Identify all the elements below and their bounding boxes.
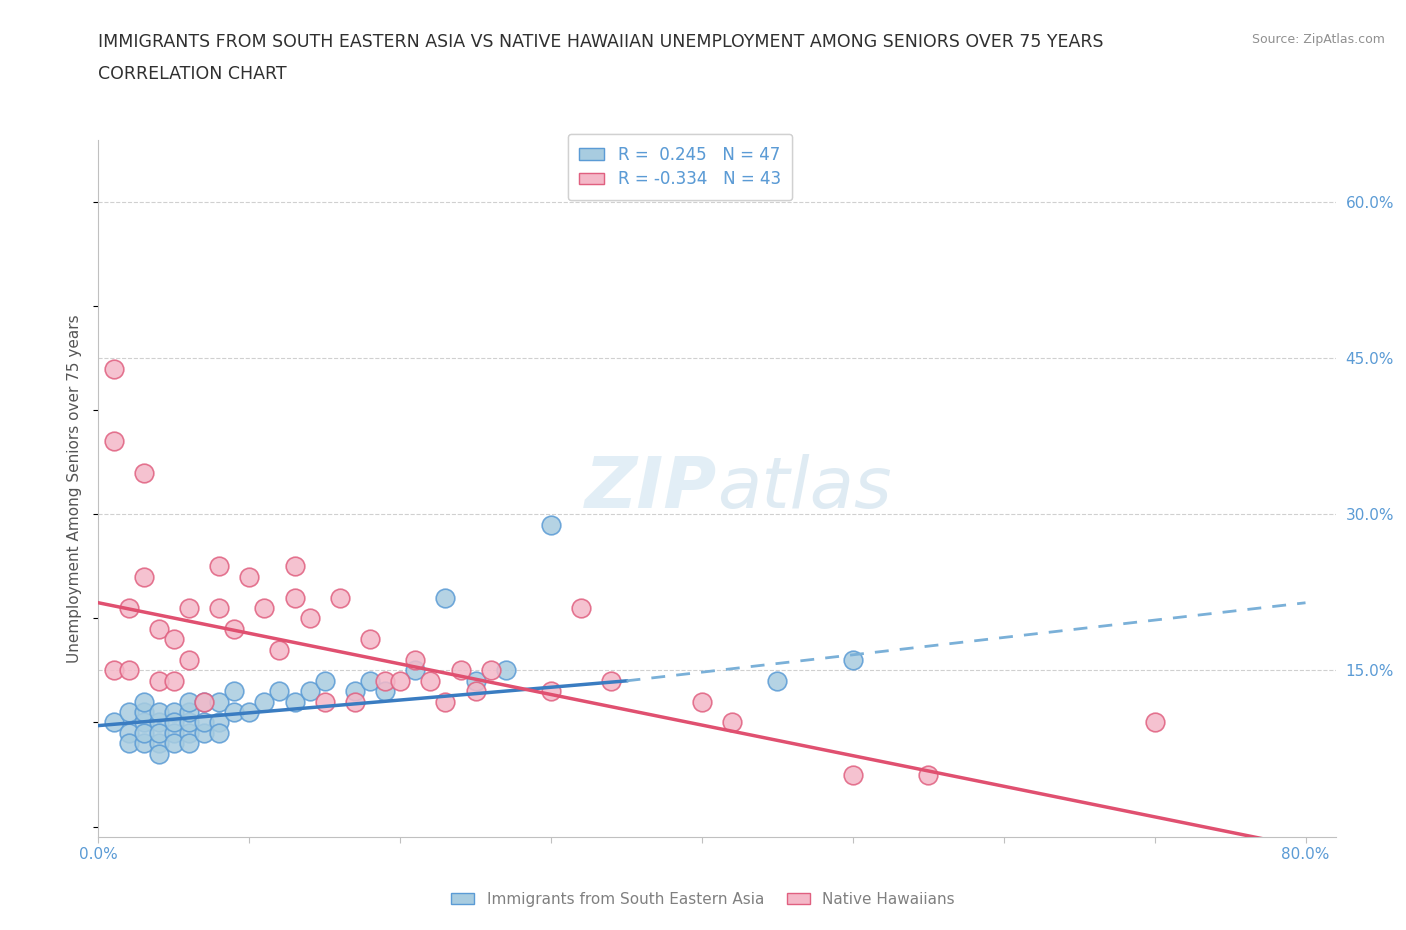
Point	[117, 725, 139, 740]
Point	[450, 663, 472, 678]
Point	[177, 653, 200, 668]
Point	[434, 694, 457, 709]
Point	[132, 705, 155, 720]
Point	[540, 684, 562, 698]
Point	[690, 694, 713, 709]
Point	[238, 569, 260, 584]
Point	[132, 569, 155, 584]
Point	[177, 601, 200, 616]
Text: IMMIGRANTS FROM SOUTH EASTERN ASIA VS NATIVE HAWAIIAN UNEMPLOYMENT AMONG SENIORS: IMMIGRANTS FROM SOUTH EASTERN ASIA VS NA…	[98, 33, 1104, 50]
Point	[224, 684, 246, 698]
Point	[314, 673, 336, 688]
Point	[148, 736, 170, 751]
Text: CORRELATION CHART: CORRELATION CHART	[98, 65, 287, 83]
Point	[163, 705, 186, 720]
Point	[314, 694, 336, 709]
Point	[389, 673, 412, 688]
Point	[298, 684, 321, 698]
Point	[917, 767, 939, 782]
Point	[766, 673, 789, 688]
Point	[148, 746, 170, 761]
Point	[148, 715, 170, 730]
Point	[721, 715, 744, 730]
Point	[148, 621, 170, 636]
Point	[298, 611, 321, 626]
Point	[103, 434, 125, 449]
Legend: R =  0.245   N = 47, R = -0.334   N = 43: R = 0.245 N = 47, R = -0.334 N = 43	[568, 134, 793, 200]
Point	[177, 715, 200, 730]
Point	[148, 705, 170, 720]
Point	[419, 673, 441, 688]
Point	[1143, 715, 1166, 730]
Point	[177, 736, 200, 751]
Point	[103, 715, 125, 730]
Text: atlas: atlas	[717, 454, 891, 523]
Point	[464, 684, 486, 698]
Point	[253, 601, 276, 616]
Point	[163, 715, 186, 730]
Point	[117, 736, 139, 751]
Y-axis label: Unemployment Among Seniors over 75 years: Unemployment Among Seniors over 75 years	[67, 314, 83, 662]
Point	[343, 684, 366, 698]
Point	[374, 673, 396, 688]
Point	[404, 663, 426, 678]
Point	[359, 631, 381, 646]
Point	[540, 517, 562, 532]
Point	[374, 684, 396, 698]
Point	[238, 705, 260, 720]
Point	[329, 591, 352, 605]
Point	[163, 631, 186, 646]
Point	[163, 725, 186, 740]
Point	[132, 736, 155, 751]
Point	[224, 705, 246, 720]
Point	[103, 361, 125, 376]
Text: ZIP: ZIP	[585, 454, 717, 523]
Point	[163, 736, 186, 751]
Point	[404, 653, 426, 668]
Point	[208, 601, 231, 616]
Point	[163, 673, 186, 688]
Point	[842, 653, 865, 668]
Point	[193, 694, 215, 709]
Point	[495, 663, 517, 678]
Point	[208, 725, 231, 740]
Point	[842, 767, 865, 782]
Point	[132, 694, 155, 709]
Point	[479, 663, 502, 678]
Point	[208, 694, 231, 709]
Point	[284, 591, 307, 605]
Point	[600, 673, 623, 688]
Point	[359, 673, 381, 688]
Point	[117, 601, 139, 616]
Point	[177, 705, 200, 720]
Point	[132, 725, 155, 740]
Point	[434, 591, 457, 605]
Point	[208, 715, 231, 730]
Point	[193, 725, 215, 740]
Point	[269, 643, 291, 658]
Point	[284, 694, 307, 709]
Point	[177, 725, 200, 740]
Point	[117, 705, 139, 720]
Point	[208, 559, 231, 574]
Point	[132, 465, 155, 480]
Point	[569, 601, 592, 616]
Point	[284, 559, 307, 574]
Point	[464, 673, 486, 688]
Point	[132, 715, 155, 730]
Point	[343, 694, 366, 709]
Point	[253, 694, 276, 709]
Point	[224, 621, 246, 636]
Point	[117, 663, 139, 678]
Point	[177, 694, 200, 709]
Point	[148, 673, 170, 688]
Text: Source: ZipAtlas.com: Source: ZipAtlas.com	[1251, 33, 1385, 46]
Point	[193, 715, 215, 730]
Point	[148, 725, 170, 740]
Point	[269, 684, 291, 698]
Point	[103, 663, 125, 678]
Legend: Immigrants from South Eastern Asia, Native Hawaiians: Immigrants from South Eastern Asia, Nati…	[446, 886, 960, 913]
Point	[193, 694, 215, 709]
